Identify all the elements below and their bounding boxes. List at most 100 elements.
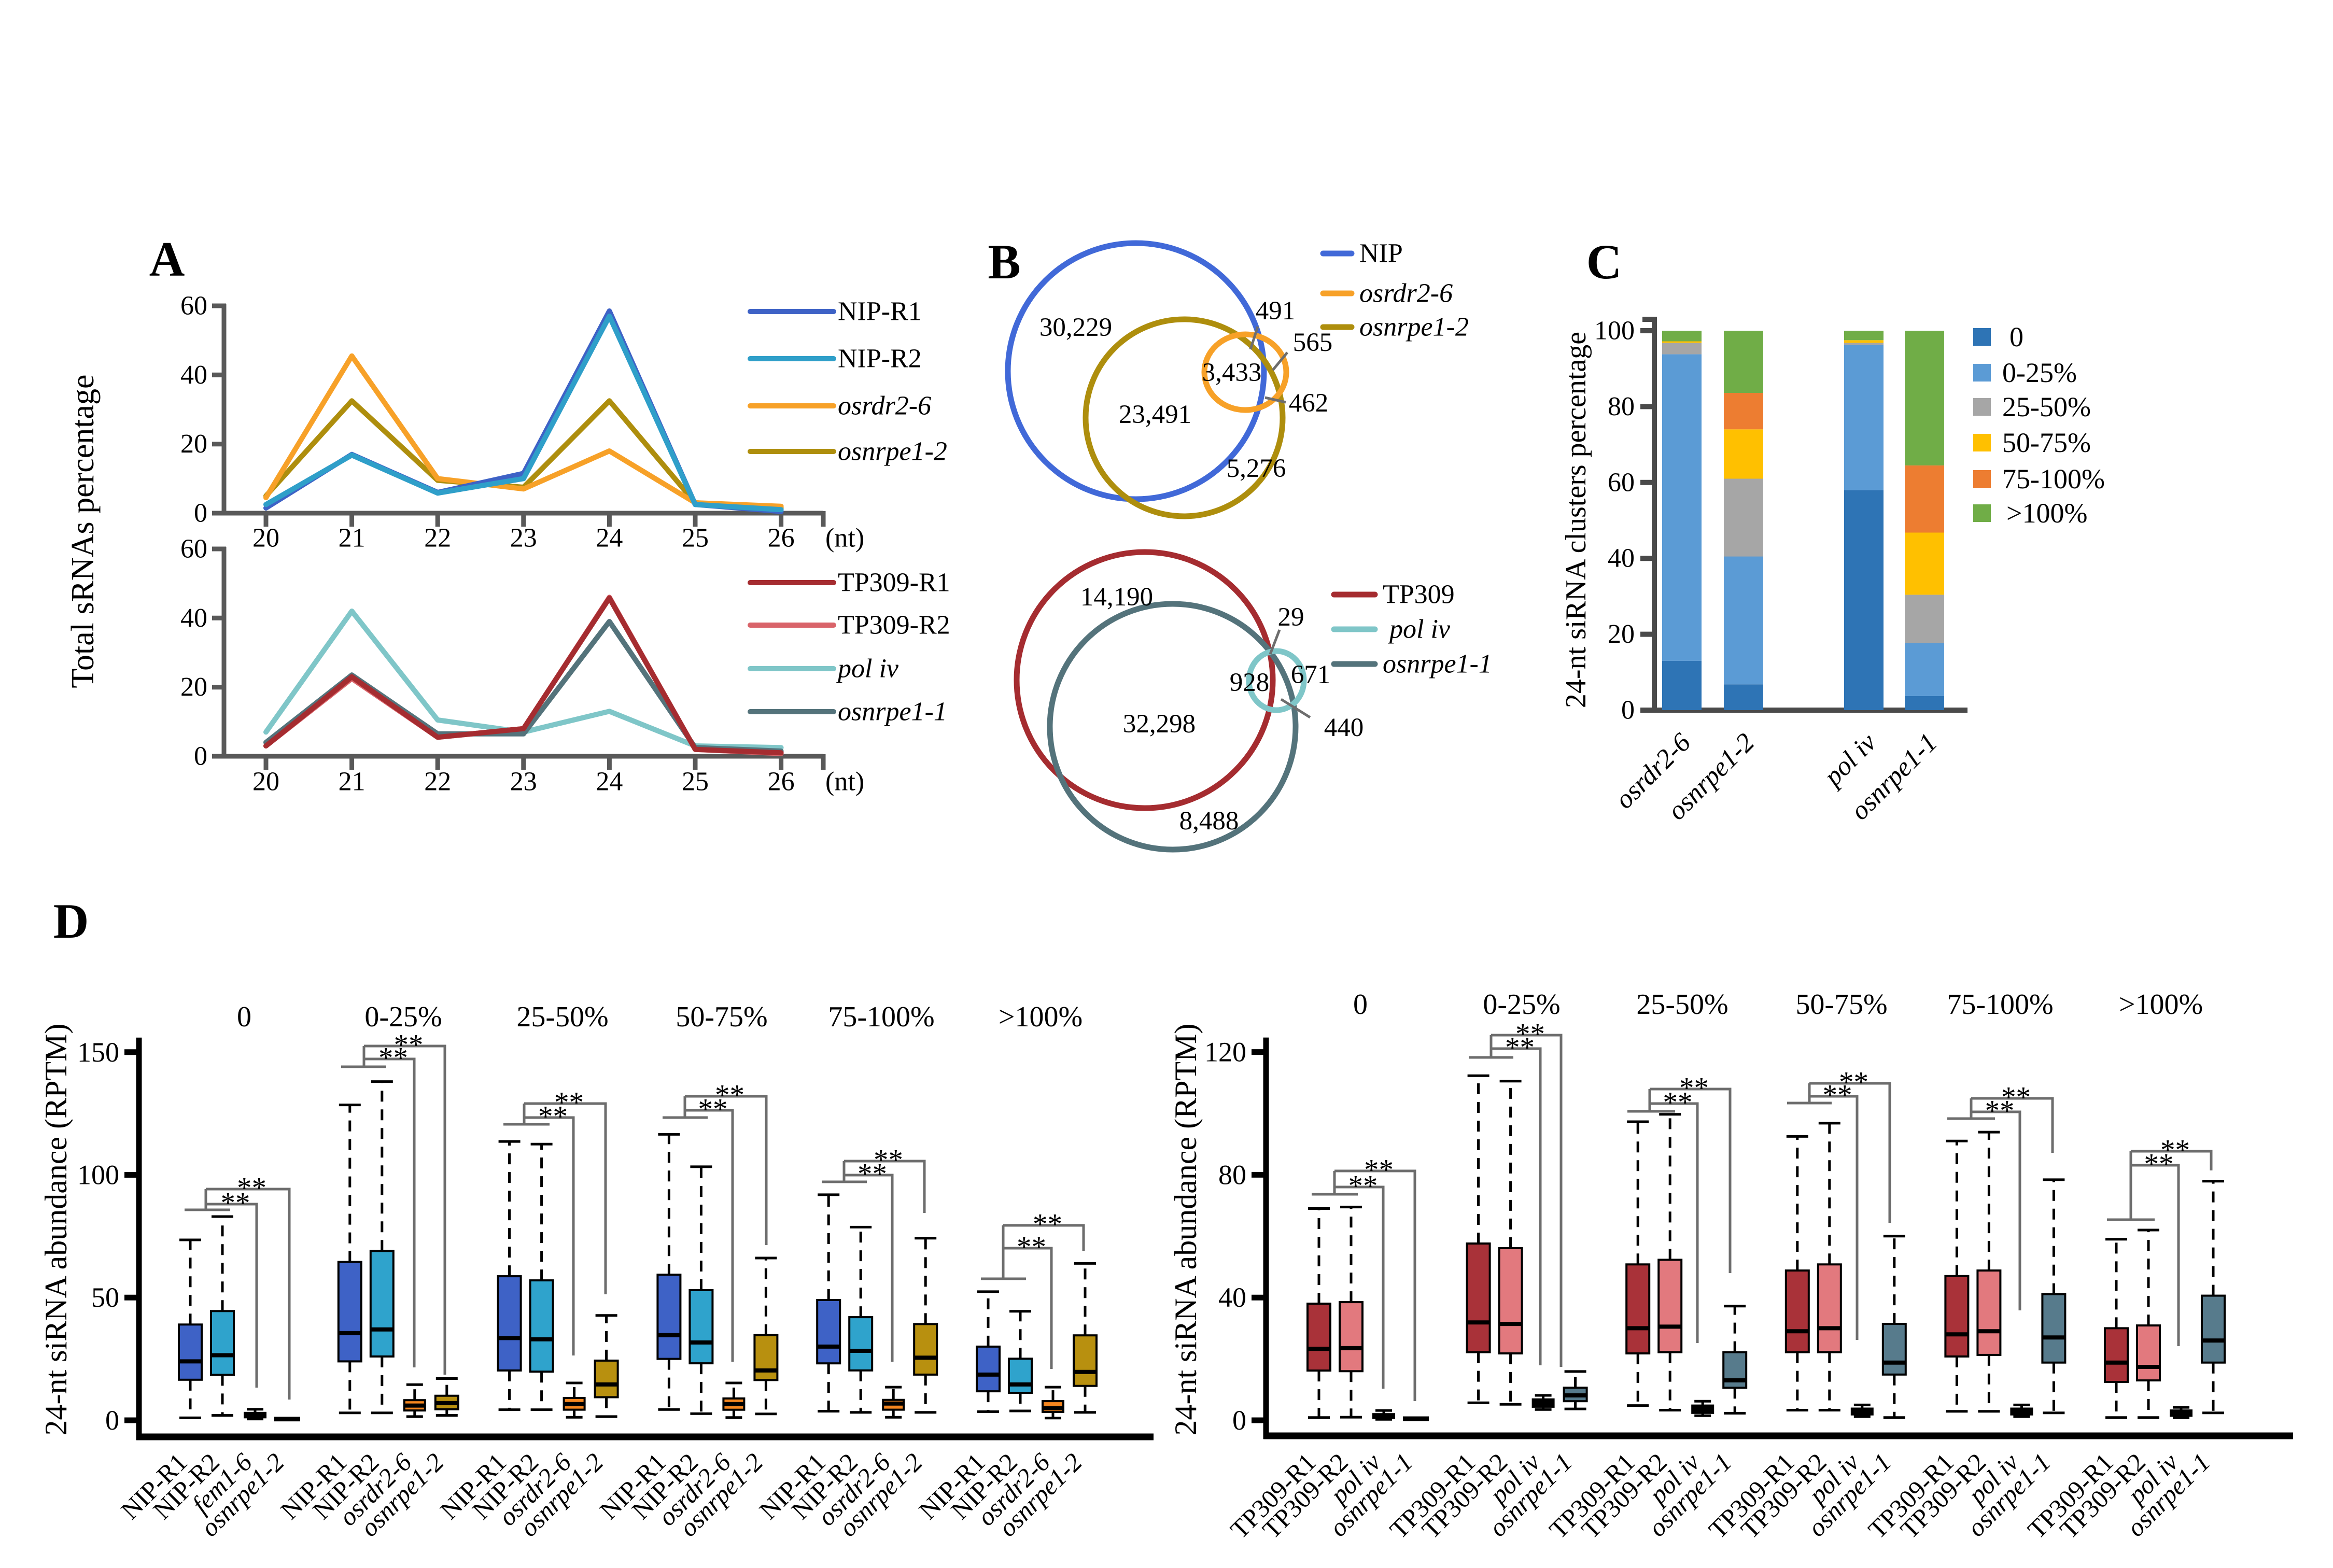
svg-text:24-nt siRNA abundance (RPTM): 24-nt siRNA abundance (RPTM): [39, 1024, 73, 1436]
svg-text:**: **: [221, 1187, 250, 1220]
svg-text:928: 928: [1230, 668, 1270, 697]
svg-text:**: **: [1823, 1079, 1852, 1112]
svg-text:**: **: [874, 1144, 903, 1177]
svg-text:40: 40: [180, 360, 207, 390]
svg-text:21: 21: [339, 524, 366, 553]
svg-text:75-100%: 75-100%: [2002, 463, 2105, 495]
svg-text:(nt): (nt): [825, 767, 864, 797]
svg-text:B: B: [988, 234, 1020, 289]
svg-text:**: **: [1679, 1072, 1709, 1105]
svg-text:14,190: 14,190: [1080, 583, 1153, 612]
svg-text:22: 22: [424, 524, 451, 553]
svg-text:75-100%: 75-100%: [828, 1001, 934, 1033]
svg-text:**: **: [554, 1086, 584, 1119]
svg-text:**: **: [858, 1158, 887, 1191]
svg-text:24: 24: [596, 524, 623, 553]
svg-text:TP309-R1: TP309-R1: [838, 568, 950, 598]
svg-text:NIP: NIP: [1359, 239, 1403, 269]
svg-text:0: 0: [105, 1405, 119, 1436]
svg-text:30,229: 30,229: [1039, 313, 1112, 342]
svg-text:24: 24: [596, 767, 623, 797]
svg-text:(nt): (nt): [825, 524, 864, 553]
svg-text:osnrpe1-2: osnrpe1-2: [1359, 313, 1469, 342]
svg-text:>100%: >100%: [999, 1001, 1083, 1033]
svg-text:**: **: [715, 1079, 744, 1112]
svg-text:40: 40: [1608, 544, 1635, 573]
svg-text:462: 462: [1289, 389, 1329, 418]
svg-text:23,491: 23,491: [1119, 400, 1191, 429]
svg-text:26: 26: [768, 767, 795, 797]
svg-text:C: C: [1586, 234, 1622, 289]
svg-text:440: 440: [1324, 713, 1364, 742]
svg-text:**: **: [237, 1172, 266, 1205]
svg-text:**: **: [2160, 1134, 2190, 1167]
svg-text:A: A: [149, 232, 185, 287]
svg-text:565: 565: [1293, 328, 1333, 357]
svg-text:osnrpe1-1: osnrpe1-1: [1383, 649, 1492, 679]
svg-text:**: **: [1515, 1018, 1545, 1051]
svg-text:120: 120: [1204, 1037, 1246, 1068]
svg-text:osrdr2-6: osrdr2-6: [1359, 279, 1453, 308]
svg-text:0-25%: 0-25%: [1483, 988, 1560, 1021]
svg-text:25: 25: [682, 524, 709, 553]
svg-text:100: 100: [77, 1160, 119, 1191]
svg-text:20: 20: [1608, 619, 1635, 649]
svg-text:0: 0: [1232, 1405, 1246, 1436]
svg-text:40: 40: [180, 603, 207, 633]
svg-text:50: 50: [91, 1282, 119, 1313]
svg-text:3,433: 3,433: [1202, 358, 1262, 387]
svg-text:75-100%: 75-100%: [1947, 988, 2053, 1021]
svg-text:80: 80: [1608, 392, 1635, 421]
svg-text:25: 25: [682, 767, 709, 797]
svg-text:**: **: [698, 1093, 728, 1126]
svg-text:**: **: [1017, 1231, 1046, 1264]
svg-text:**: **: [2144, 1148, 2174, 1181]
svg-text:22: 22: [424, 767, 451, 797]
svg-text:20: 20: [180, 672, 207, 702]
svg-text:8,488: 8,488: [1179, 807, 1239, 836]
svg-text:100: 100: [1594, 316, 1635, 346]
svg-text:0: 0: [237, 1001, 251, 1033]
svg-text:50-75%: 50-75%: [2002, 427, 2091, 458]
svg-text:NIP-R1: NIP-R1: [838, 297, 922, 327]
svg-text:0: 0: [2009, 321, 2023, 352]
svg-text:osnrpe1-1: osnrpe1-1: [838, 697, 947, 727]
svg-text:>100%: >100%: [2119, 988, 2203, 1021]
svg-text:80: 80: [1218, 1159, 1246, 1190]
svg-text:**: **: [1839, 1066, 1868, 1099]
svg-text:TP309-R2: TP309-R2: [838, 611, 950, 640]
svg-text:pol iv: pol iv: [1387, 615, 1451, 644]
svg-text:0: 0: [194, 742, 207, 771]
svg-text:D: D: [53, 894, 89, 949]
svg-text:**: **: [1505, 1032, 1535, 1064]
svg-text:25-50%: 25-50%: [2002, 391, 2091, 422]
svg-text:TP309: TP309: [1383, 580, 1455, 610]
svg-text:25-50%: 25-50%: [516, 1001, 608, 1033]
svg-text:26: 26: [768, 524, 795, 553]
svg-text:20: 20: [252, 524, 279, 553]
svg-text:50-75%: 50-75%: [1795, 988, 1887, 1021]
svg-text:24-nt siRNA abundance (RPTM): 24-nt siRNA abundance (RPTM): [1169, 1024, 1203, 1436]
svg-text:**: **: [538, 1100, 568, 1133]
svg-text:23: 23: [510, 767, 537, 797]
svg-text:**: **: [378, 1042, 408, 1075]
svg-text:0-25%: 0-25%: [364, 1001, 442, 1033]
svg-text:24-nt siRNA clusters percentag: 24-nt siRNA clusters percentage: [1560, 332, 1592, 708]
svg-text:**: **: [394, 1029, 424, 1062]
svg-text:0: 0: [194, 499, 207, 528]
svg-text:0-25%: 0-25%: [2002, 357, 2077, 388]
svg-text:23: 23: [510, 524, 537, 553]
svg-text:5,276: 5,276: [1227, 454, 1286, 483]
svg-text:20: 20: [252, 767, 279, 797]
svg-text:>100%: >100%: [2006, 498, 2087, 529]
svg-text:**: **: [1663, 1086, 1693, 1119]
svg-text:150: 150: [77, 1037, 119, 1068]
svg-text:60: 60: [180, 534, 207, 564]
svg-text:50-75%: 50-75%: [676, 1001, 767, 1033]
svg-text:**: **: [2001, 1081, 2031, 1114]
svg-text:60: 60: [180, 291, 207, 321]
svg-text:0: 0: [1353, 988, 1368, 1021]
svg-text:**: **: [1364, 1154, 1394, 1186]
svg-text:40: 40: [1218, 1282, 1246, 1313]
svg-text:21: 21: [339, 767, 366, 797]
